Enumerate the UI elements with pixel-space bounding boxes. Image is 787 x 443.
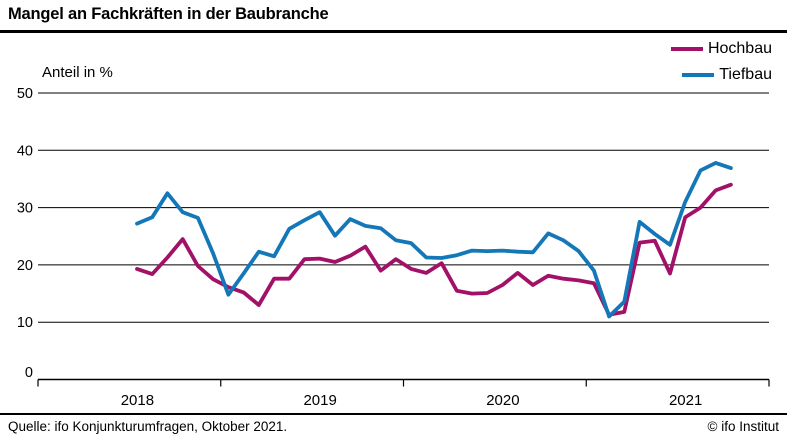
legend-item-hochbau: Hochbau	[670, 36, 772, 62]
x-axis-year-label: 2021	[669, 392, 702, 409]
x-axis-year-label: 2019	[303, 392, 336, 409]
x-axis-year-label: 2020	[486, 392, 519, 409]
legend-item-tiefbau: Tiefbau	[671, 62, 772, 88]
source-note: Quelle: ifo Konjunkturumfragen, Oktober …	[8, 419, 288, 434]
legend-line-hochbau-icon	[670, 47, 703, 51]
legend-label-tiefbau: Tiefbau	[719, 66, 772, 83]
y-axis-tick-label: 50	[17, 86, 33, 102]
y-axis-tick-label: 40	[17, 143, 33, 159]
legend-line-tiefbau-icon	[682, 73, 715, 77]
footer-rule	[0, 413, 787, 415]
y-axis-tick-label: 10	[17, 315, 33, 331]
title-rule	[0, 30, 787, 33]
y-axis-tick-label: 30	[17, 201, 33, 217]
legend-label-hochbau: Hochbau	[707, 40, 772, 57]
series-line-tiefbau	[135, 160, 733, 319]
x-axis-year-label: 2018	[121, 392, 154, 409]
series-line-hochbau	[135, 182, 733, 317]
y-axis-tick-label: 20	[17, 258, 33, 274]
legend: Hochbau Tiefbau	[670, 36, 772, 88]
y-axis-unit-label: Anteil in %	[42, 64, 113, 81]
y-axis-tick-label: 0	[25, 365, 33, 381]
chart-title: Mangel an Fachkräften in der Baubranche	[8, 5, 329, 23]
copyright-note: © ifo Institut	[707, 419, 779, 434]
